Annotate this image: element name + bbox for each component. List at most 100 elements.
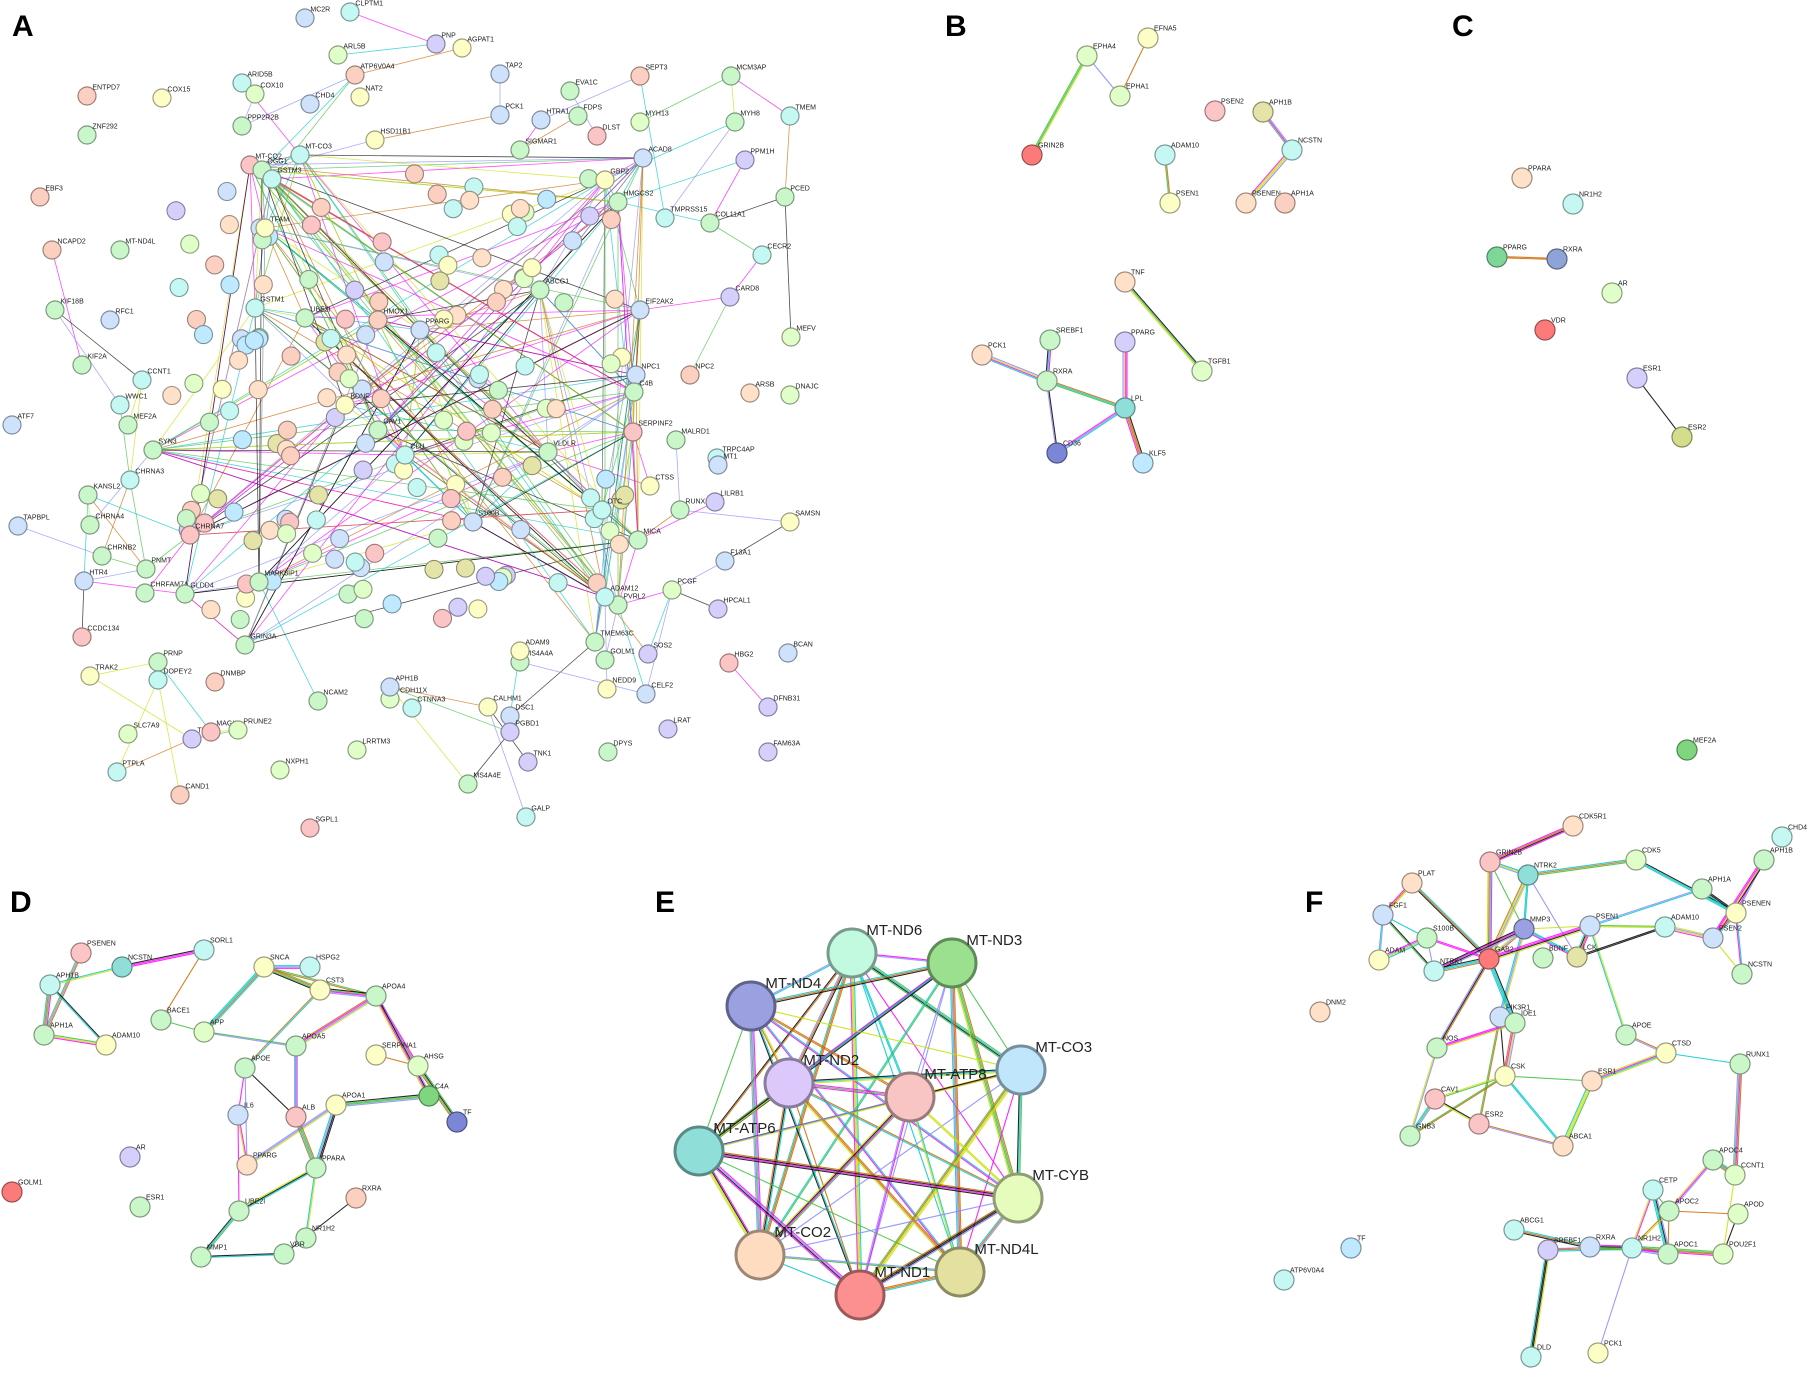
node-circle (300, 818, 320, 838)
node-circle (1114, 271, 1136, 293)
node-circle (110, 240, 130, 260)
network-node: EPHA4 (1076, 44, 1116, 67)
node-circle (884, 1071, 936, 1123)
network-node: MT-ATP8 (884, 1066, 987, 1123)
network-node (605, 289, 625, 309)
node-label: MAPK8IP1 (264, 570, 298, 577)
network-node (321, 328, 341, 349)
network-edge (1437, 959, 1491, 1049)
network-node: CTSD (1655, 1041, 1691, 1064)
network-edge (759, 1069, 1022, 1256)
node-label: OTC (607, 498, 622, 505)
network-edge (699, 1149, 1019, 1198)
network-edge (1047, 380, 1059, 453)
network-node (330, 529, 350, 549)
node-label: CHD4 (1788, 825, 1807, 832)
network-edge (698, 1151, 860, 1296)
node-circle (340, 2, 360, 22)
network-node: ACAD8 (633, 146, 672, 168)
network-node: FGF1 (1372, 903, 1407, 926)
network-node: ARL5B (328, 43, 366, 65)
network-edge (709, 222, 763, 256)
node-circle (42, 240, 62, 260)
node-label: TAPBPL (23, 514, 49, 521)
node-circle (368, 310, 388, 330)
node-label: DLST (602, 124, 621, 131)
network-edge (750, 1006, 910, 1099)
node-label: DOPEY2 (163, 668, 192, 675)
network-edge (539, 289, 549, 453)
node-circle (245, 298, 265, 318)
network-edge (981, 355, 1048, 383)
network-node: UBE2I (228, 1199, 265, 1222)
node-label: GNB3 (1416, 1124, 1435, 1131)
network-node: S100B (463, 510, 500, 532)
network-node: MT-CO3 (995, 1039, 1092, 1096)
network-edge (751, 1004, 911, 1097)
node-circle (255, 218, 275, 238)
network-edge (1592, 1053, 1667, 1083)
node-circle (708, 599, 728, 619)
network-edge (639, 75, 666, 219)
network-node: ARSB (740, 381, 775, 403)
node-label: PSENEN (87, 941, 116, 948)
node-circle (1626, 367, 1648, 389)
network-node: APH1B (380, 675, 419, 697)
network-edge (271, 178, 635, 393)
network-node: CETP (1642, 1178, 1678, 1201)
node-label: PTPLA (122, 760, 145, 767)
network-node: HSD11B1 (365, 128, 411, 150)
network-edge (540, 75, 641, 121)
network-edge (101, 479, 131, 557)
network-node: MCM3AP (721, 64, 767, 86)
node-label: TRPC4AP (722, 446, 755, 453)
network-edge (1436, 958, 1490, 1049)
node-label: ESR2 (1688, 425, 1706, 432)
node-circle (1562, 193, 1584, 215)
network-node (481, 423, 501, 443)
network-edge (1505, 1075, 1564, 1146)
network-edge (1590, 889, 1703, 928)
node-circle (150, 1009, 172, 1031)
node-circle (1426, 1037, 1448, 1059)
node-label: PNP (441, 32, 456, 39)
network-edge (121, 948, 204, 967)
network-edge (982, 352, 1048, 380)
node-label: HMGCS2 (623, 190, 653, 197)
network-node (476, 566, 496, 586)
network-node: GOLM1 (595, 648, 635, 670)
node-circle (110, 395, 130, 415)
node-label: PCGF (677, 578, 696, 585)
node-label: GSTM3 (277, 167, 301, 174)
network-edge (637, 501, 716, 541)
node-label: PCED (790, 185, 809, 192)
node-label: ATP6V0A4 (360, 63, 394, 70)
network-edge (699, 1070, 1022, 1153)
network-node (438, 255, 458, 275)
network-edge (203, 966, 264, 1032)
network-edge (254, 307, 634, 433)
network-node: DNM2 (1309, 1000, 1346, 1023)
node-circle (201, 722, 221, 742)
node-circle (1274, 192, 1296, 214)
node-label: EIF2AK2 (645, 298, 673, 305)
node-label: PCK1 (988, 343, 1006, 350)
node-label: PPARA (1528, 166, 1552, 173)
node-label: APH1B (1770, 848, 1793, 855)
network-node: SAMSN (780, 510, 820, 532)
network-node: ESR2 (1671, 425, 1706, 448)
node-circle (490, 105, 510, 125)
node-circle (680, 365, 700, 385)
node-circle (1468, 1113, 1490, 1135)
node-label: APOE (251, 1056, 271, 1063)
node-label: HSPG2 (316, 955, 340, 962)
node-label: CHRNA4 (95, 513, 124, 520)
network-edge (54, 309, 143, 381)
network-node (581, 488, 601, 508)
node-circle (143, 440, 163, 460)
node-circle (1504, 1012, 1526, 1034)
node-circle (295, 1227, 317, 1249)
network-edge (200, 1252, 285, 1257)
network-node (434, 309, 454, 329)
node-circle (182, 729, 202, 749)
